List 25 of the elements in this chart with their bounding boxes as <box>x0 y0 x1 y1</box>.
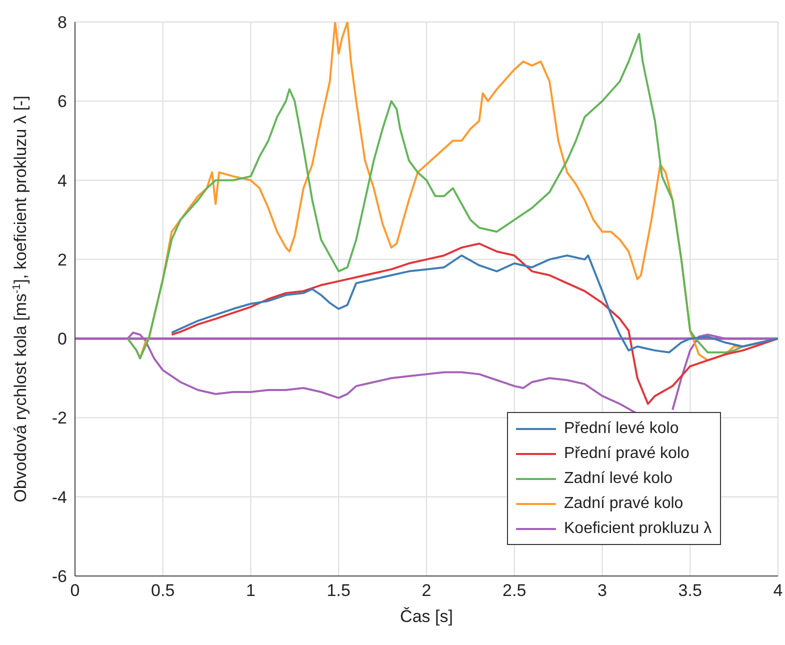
legend-label: Zadní levé kolo <box>564 469 673 489</box>
x-tick-label: 3 <box>598 581 607 600</box>
x-tick-label: 1.5 <box>326 581 350 600</box>
x-tick-label: 4 <box>773 581 783 600</box>
legend-label: Přední pravé kolo <box>564 444 690 464</box>
y-tick-label: 2 <box>58 250 67 270</box>
x-tick-label: 0.5 <box>151 581 175 600</box>
x-tick-label: 3.5 <box>678 581 702 600</box>
y-tick-label: 8 <box>58 13 67 32</box>
x-axis-title: Čas [s] <box>400 607 453 626</box>
y-tick-label: 6 <box>58 92 67 112</box>
x-tick-label: 1 <box>246 581 256 600</box>
line-series <box>170 254 778 354</box>
y-tick-label: 0 <box>58 330 67 349</box>
legend-label: Přední levé kolo <box>564 419 679 439</box>
y-tick-label: -2 <box>52 408 67 428</box>
line-series <box>170 242 778 405</box>
y-tick-label: 4 <box>58 171 67 190</box>
x-tick-label: 2 <box>422 581 432 600</box>
legend-label: Zadní pravé kolo <box>564 494 684 514</box>
x-tick-label: 2.5 <box>502 581 526 600</box>
y-tick-label: -6 <box>52 567 67 586</box>
legend-label: Koeficient prokluzu λ <box>564 519 712 539</box>
y-tick-label: -4 <box>52 488 67 507</box>
x-tick-label: 0 <box>70 581 80 600</box>
